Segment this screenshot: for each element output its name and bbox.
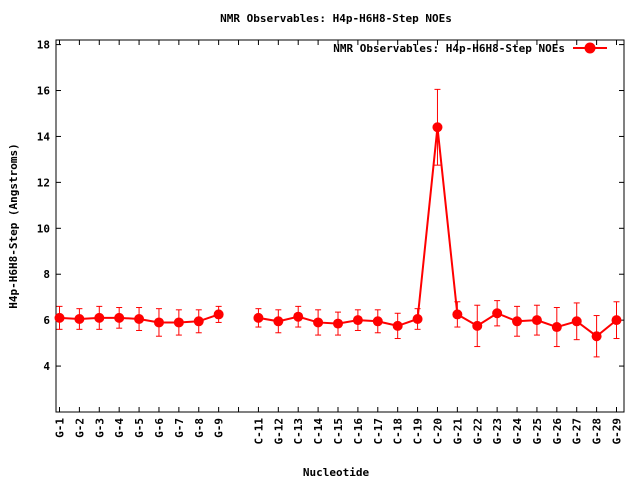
data-point	[432, 122, 443, 133]
x-tick-label: C-17	[372, 418, 385, 445]
x-axis-label: Nucleotide	[303, 466, 370, 479]
x-tick-label: C-13	[292, 418, 305, 445]
data-point	[153, 317, 164, 328]
x-tick-label: G-9	[213, 418, 226, 438]
data-point	[94, 312, 105, 323]
x-tick-label: C-20	[431, 418, 444, 445]
x-tick-label: G-23	[491, 418, 504, 445]
x-tick-label: G-24	[511, 418, 524, 445]
data-point	[392, 320, 403, 331]
data-point	[173, 317, 184, 328]
x-tick-label: G-22	[471, 418, 484, 445]
x-tick-label: G-7	[173, 418, 186, 438]
y-tick-label: 6	[43, 314, 50, 327]
data-point	[54, 312, 65, 323]
legend-marker	[584, 42, 596, 54]
x-tick-label: G-27	[571, 418, 584, 445]
legend: NMR Observables: H4p-H6H8-Step NOEs	[333, 42, 607, 55]
data-point	[472, 320, 483, 331]
x-tick-label: G-1	[54, 418, 67, 438]
data-point	[551, 322, 562, 333]
data-point	[512, 316, 523, 327]
data-point	[213, 309, 224, 320]
y-tick-label: 14	[37, 130, 51, 143]
data-point	[492, 308, 503, 319]
x-tick-label: G-26	[551, 418, 564, 445]
data-point	[571, 316, 582, 327]
chart-title: NMR Observables: H4p-H6H8-Step NOEs	[220, 12, 452, 25]
x-tick-label: G-25	[531, 418, 544, 445]
data-point	[372, 316, 383, 327]
data-point	[273, 316, 284, 327]
y-tick-label: 18	[37, 39, 50, 52]
data-point	[293, 311, 304, 322]
y-axis-label: H4p-H6H8-Step (Angstroms)	[7, 143, 20, 309]
x-tick-label: G-21	[451, 418, 464, 445]
data-point	[531, 315, 542, 326]
x-tick-label: C-14	[312, 418, 325, 445]
data-point	[134, 314, 145, 324]
x-tick-label: C-18	[392, 418, 405, 445]
legend-label: NMR Observables: H4p-H6H8-Step NOEs	[333, 42, 565, 55]
y-tick-label: 16	[37, 85, 51, 98]
data-point	[313, 317, 324, 328]
data-point	[352, 315, 363, 326]
data-point	[452, 309, 463, 320]
data-point	[114, 312, 125, 323]
data-point	[412, 314, 423, 324]
x-tick-label: G-8	[193, 418, 206, 438]
data-point	[253, 312, 264, 323]
y-tick-label: 8	[43, 268, 50, 281]
x-tick-label: G-4	[113, 418, 126, 438]
x-tick-label: C-15	[332, 418, 345, 445]
data-point	[611, 315, 622, 326]
x-tick-label: C-11	[252, 418, 265, 445]
x-tick-label: G-28	[591, 418, 604, 445]
x-tick-label: G-2	[73, 418, 86, 438]
x-tick-label: C-19	[412, 418, 425, 445]
data-point	[193, 316, 204, 327]
data-point	[333, 318, 343, 329]
x-tick-label: G-29	[611, 418, 624, 445]
x-axis: G-1 G-2 G-3 G-4 G-5 G-6 G-7 G-8 G-9 C-11 G-12 C-13 C…	[54, 40, 624, 445]
data-point	[591, 331, 602, 342]
data-point	[74, 314, 85, 324]
y-tick-label: 4	[43, 360, 50, 373]
x-tick-label: C-16	[352, 418, 365, 445]
x-tick-label: G-3	[93, 418, 106, 438]
y-tick-label: 10	[37, 222, 50, 235]
y-tick-label: 12	[37, 176, 50, 189]
plot-frame	[55, 39, 625, 413]
x-tick-label: G-5	[133, 418, 146, 438]
x-tick-label: G-6	[153, 418, 166, 438]
x-tick-label: G-12	[272, 418, 285, 445]
data-points	[54, 122, 622, 342]
